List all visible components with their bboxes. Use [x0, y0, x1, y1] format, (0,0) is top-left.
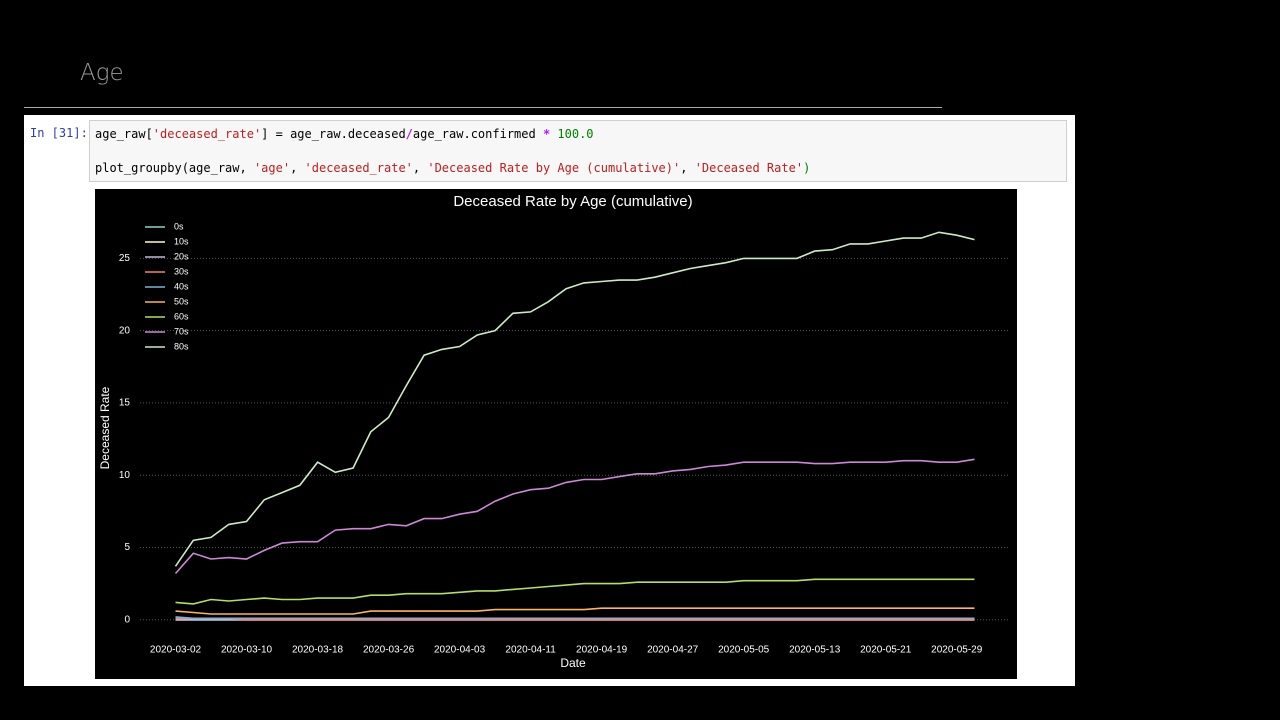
x-tick-label: 2020-03-18 [292, 645, 344, 656]
code-token: , [680, 161, 695, 175]
chart: Deceased Rate by Age (cumulative) Date D… [95, 189, 1017, 679]
cell-prompt: In [31]: [30, 126, 88, 140]
divider [24, 107, 942, 108]
x-tick-label: 2020-05-29 [931, 645, 983, 656]
code-cell[interactable]: age_raw['deceased_rate'] = age_raw.decea… [89, 120, 1067, 182]
y-tick-label: 25 [119, 253, 131, 264]
legend-label: 40s [174, 281, 189, 291]
y-tick-label: 20 [119, 325, 131, 336]
code-token: 100.0 [550, 127, 594, 141]
y-axis-label: Deceased Rate [98, 386, 112, 469]
section-heading: Age [80, 60, 124, 86]
code-token: plot_groupby(age_raw, [95, 161, 254, 175]
x-tick-label: 2020-04-03 [434, 645, 486, 656]
legend-label: 20s [174, 251, 189, 261]
legend-label: 0s [174, 221, 184, 231]
code-token: / [405, 127, 413, 141]
code-token: ] = age_raw.deceased [261, 127, 406, 141]
x-tick-label: 2020-03-26 [363, 645, 415, 656]
x-axis-label: Date [560, 656, 586, 670]
code-token: , [412, 161, 428, 175]
data-line [175, 617, 975, 621]
code-token: ) [803, 161, 811, 175]
data-line [175, 616, 975, 620]
code-token: 'deceased_rate' [304, 161, 413, 175]
legend-label: 30s [174, 266, 189, 276]
x-tick-label: 2020-03-02 [150, 645, 202, 656]
y-tick-label: 10 [119, 470, 131, 481]
code-token: * [542, 127, 551, 141]
legend-label: 70s [174, 326, 189, 336]
x-tick-label: 2020-04-11 [505, 645, 556, 656]
data-line [175, 578, 975, 605]
code-token: age_raw.confirmed [412, 127, 543, 141]
legend-label: 80s [174, 341, 189, 351]
legend-label: 50s [174, 296, 189, 306]
legend-label: 10s [174, 236, 189, 246]
code-line: age_raw['deceased_rate'] = age_raw.decea… [95, 127, 594, 141]
chart-title: Deceased Rate by Age (cumulative) [453, 193, 692, 210]
x-tick-label: 2020-04-27 [647, 645, 699, 656]
data-line [174, 458, 975, 575]
code-token: 'deceased_rate' [152, 127, 262, 141]
code-token: 'age' [253, 161, 291, 175]
code-token: age_raw[ [95, 127, 153, 141]
chart-background [95, 189, 1017, 679]
y-tick-label: 0 [124, 614, 130, 625]
y-tick-label: 5 [124, 542, 130, 553]
x-tick-label: 2020-04-19 [576, 645, 628, 656]
data-line [174, 231, 975, 567]
y-tick-label: 15 [119, 398, 131, 409]
x-tick-label: 2020-05-21 [860, 645, 912, 656]
x-tick-label: 2020-03-10 [221, 645, 273, 656]
data-line [175, 607, 975, 615]
code-line: plot_groupby(age_raw, 'age', 'deceased_r… [95, 161, 810, 175]
x-tick-label: 2020-05-05 [718, 645, 770, 656]
code-token: , [290, 161, 305, 175]
x-tick-label: 2020-05-13 [789, 645, 841, 656]
legend-label: 60s [174, 311, 189, 321]
code-token: 'Deceased Rate by Age (cumulative)' [427, 161, 681, 175]
code-token: 'Deceased Rate' [694, 161, 804, 175]
